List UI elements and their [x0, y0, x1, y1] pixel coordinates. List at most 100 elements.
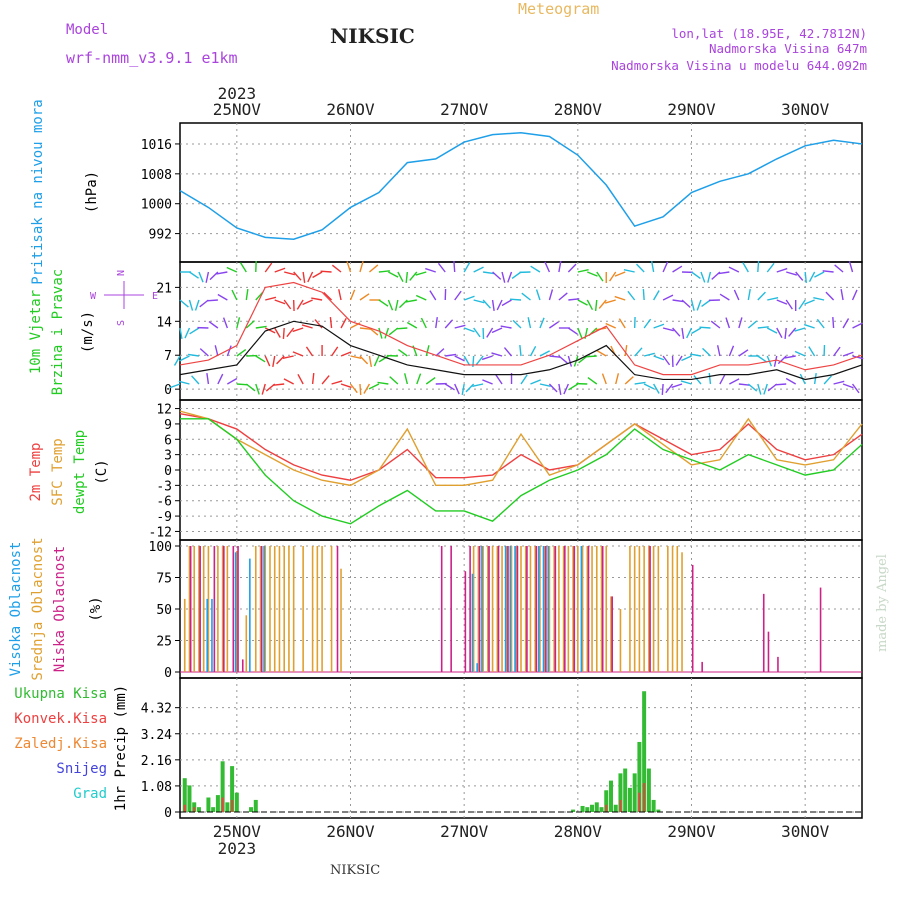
wind-arrow: [527, 317, 532, 329]
temperature-y-tick-label: -9: [156, 510, 172, 525]
wind-arrow: [359, 355, 369, 365]
wind-arrow: [708, 372, 712, 385]
wind-arrow: [179, 355, 190, 362]
wind-arrow: [577, 327, 583, 339]
wind-arrow: [323, 291, 333, 301]
temperature-y-tick-label: 6: [164, 433, 172, 448]
wind-arrow: [264, 327, 276, 334]
wind-arrow: [803, 323, 815, 329]
wind-arrow: [169, 383, 181, 389]
wind-arrow: [283, 299, 292, 310]
bottom-day-label: 25NOV: [213, 822, 262, 841]
elevation-label: Nadmorska Visina 647m: [709, 41, 867, 56]
wind-arrow: [320, 270, 332, 273]
wind-arrow: [842, 351, 854, 357]
precipitation-panel-frame: [179, 677, 863, 819]
wind-arrow: [825, 291, 835, 301]
wind-arrow: [276, 355, 285, 365]
wind-arrow: [301, 324, 313, 329]
wind-arrow: [378, 299, 389, 307]
wind-arrow: [340, 351, 352, 357]
wind-arrow: [672, 299, 684, 303]
wind-arrow: [445, 353, 457, 357]
wind-arrow: [302, 271, 306, 283]
pressure-y-tick-label: 992: [149, 228, 172, 243]
wind-arrow: [231, 289, 238, 301]
wind-arrow: [503, 347, 513, 357]
wind-arrow: [601, 373, 607, 385]
precip-bar: [590, 804, 595, 812]
made-by-credit: made by Angel: [875, 554, 890, 652]
wind-arrow: [425, 376, 436, 385]
temp-2m-axis-title: 2m Temp: [28, 442, 44, 501]
wind-arrow: [482, 299, 491, 309]
precip-bar: [234, 792, 239, 812]
wind-arrow: [311, 297, 323, 301]
wind-arrow: [209, 271, 219, 281]
wind-arrow: [378, 355, 389, 363]
wind-arrow: [728, 345, 735, 357]
wind-arrow: [757, 383, 762, 395]
wind-arrow: [776, 327, 783, 339]
wind-arrow: [216, 271, 228, 275]
wind-arrow: [627, 290, 636, 301]
wind-gust-line: [179, 281, 863, 376]
wind-arrow: [832, 316, 835, 329]
temperature-y-tick-label: 9: [164, 418, 172, 433]
wind-arrow: [690, 353, 702, 357]
wind-arrow: [255, 383, 260, 395]
wind-arrow: [549, 355, 561, 358]
wind-arrow: [643, 383, 655, 390]
wind-arrow: [804, 271, 808, 284]
wind-arrow: [239, 262, 247, 273]
temp-sfc-line: [179, 410, 863, 487]
wind-arrow: [851, 289, 858, 301]
wind-arrow: [359, 293, 370, 301]
wind-arrow: [662, 294, 674, 301]
wind-arrow: [307, 271, 314, 283]
wind-arrow: [672, 327, 681, 337]
wind-arrow: [465, 383, 475, 393]
wind-arrow: [548, 383, 558, 393]
wind-speed-line: [179, 320, 863, 381]
wind-arrow: [245, 383, 256, 392]
wind-arrow: [331, 264, 342, 273]
precipitation-y-tick-label: 2.16: [141, 754, 172, 769]
wind-arrow: [539, 317, 545, 329]
wind-arrow: [690, 299, 695, 311]
wind-arrow: [651, 261, 655, 273]
panels-layer: 992100010081016071421-12-9-6-30369120255…: [8, 84, 864, 858]
temperature-y-tick-label: 0: [164, 464, 172, 479]
wind-arrow: [784, 327, 787, 340]
wind-arrow: [662, 261, 669, 273]
top-day-label: 26NOV: [326, 100, 375, 119]
wind-arrow: [501, 271, 506, 283]
wind-arrow: [662, 327, 674, 332]
precipitation-y-tick-label: 0: [164, 806, 172, 821]
wind-arrow: [738, 317, 743, 329]
wind-arrow: [813, 297, 825, 301]
pressure-line: [179, 131, 863, 240]
wind-arrow: [398, 348, 408, 357]
pressure-units: (hPa): [84, 171, 100, 213]
cloud-y-tick-label: 0: [164, 666, 172, 681]
wind-arrow: [596, 271, 604, 282]
wind-arrow: [784, 355, 796, 359]
wind-arrow: [775, 383, 787, 386]
wind-arrow: [415, 271, 427, 276]
wind-arrow: [643, 352, 655, 357]
wind-arrow: [282, 327, 285, 340]
wind-arrow: [558, 355, 568, 364]
wind-arrow: [604, 299, 616, 304]
precip-bar: [225, 802, 230, 812]
wind-arrow: [725, 317, 731, 329]
wind-arrow: [757, 326, 769, 329]
wind-arrow: [702, 347, 711, 357]
precip-bar: [651, 799, 656, 812]
wind-arrow: [321, 375, 330, 385]
wind-arrow: [331, 380, 343, 385]
temperature-y-tick-label: -3: [156, 479, 172, 494]
wind-arrow: [558, 383, 562, 395]
wind-arrow: [217, 293, 228, 301]
wind-arrow: [567, 327, 578, 335]
